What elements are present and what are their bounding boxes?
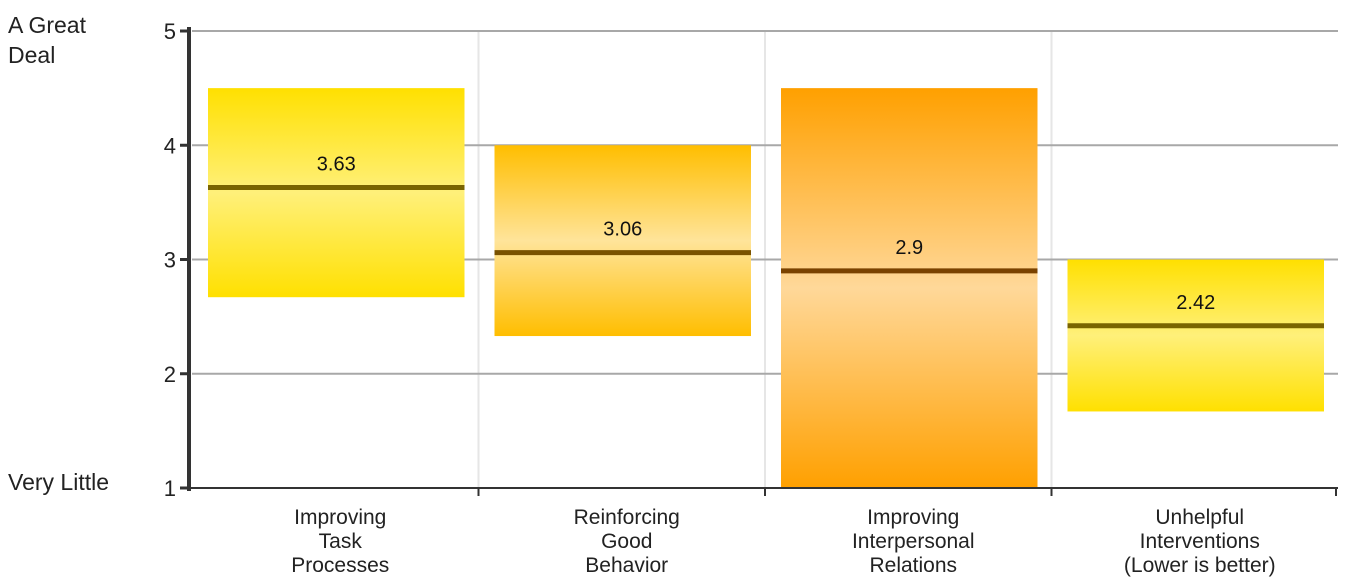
bar-value-label: 2.9 [895,237,923,259]
y-tick-label: 1 [164,476,176,501]
category-label-line: Unhelpful [1155,506,1244,529]
bar-range [1067,259,1324,412]
bar-value-label: 2.42 [1176,292,1215,314]
category-label-line: Improving [294,506,386,529]
y-top-label-line-2: Deal [8,42,55,68]
category-label-line: Interventions [1140,530,1260,553]
x-category-labels: ImprovingTaskProcessesReinforcingGoodBeh… [291,488,1337,577]
bar-range [208,88,465,298]
bar-range [781,88,1038,488]
category-label-line: Good [601,530,652,553]
y-tick-label: 2 [164,362,176,387]
category-label-line: Processes [291,554,389,577]
y-tick-label: 5 [164,19,176,44]
bar-value-label: 3.06 [603,219,642,241]
y-end-labels: A Great Deal Very Little [8,12,109,495]
category-label-line: Interpersonal [852,530,975,553]
y-bottom-label: Very Little [8,469,109,495]
bars: 3.63 3.06 2.9 2.42 [208,88,1324,488]
bar-value-label: 3.63 [317,154,356,176]
category-label-line: Task [319,530,363,553]
category-label-line: Improving [867,506,959,529]
y-tick-label: 4 [164,133,176,158]
y-tick-label: 3 [164,248,176,273]
category-label-line: Behavior [585,554,668,577]
category-label-line: Relations [869,554,957,577]
category-label-line: Reinforcing [574,506,680,529]
y-tick-labels: 1 2 3 4 5 [164,19,189,501]
bar-range [494,145,751,337]
category-label-line: (Lower is better) [1124,554,1276,577]
y-top-label-line-1: A Great [8,12,87,38]
